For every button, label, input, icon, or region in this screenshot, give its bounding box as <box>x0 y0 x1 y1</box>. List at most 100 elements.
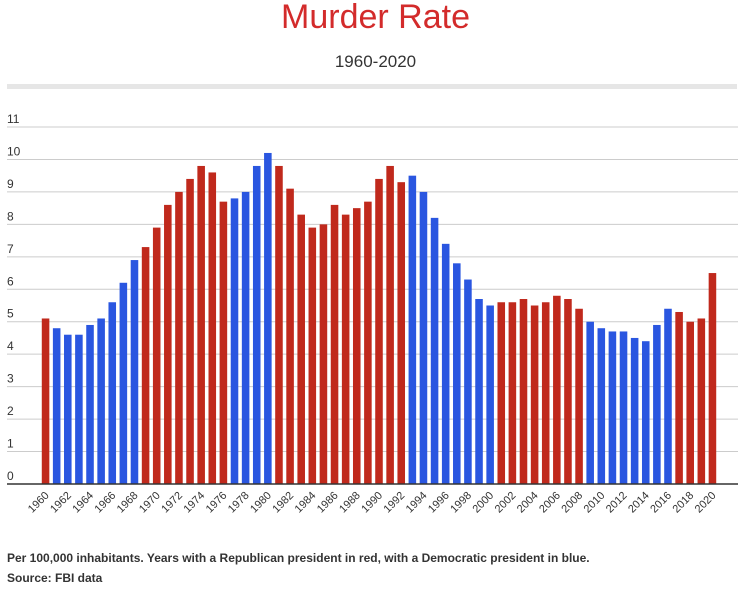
bar-1980 <box>264 152 272 484</box>
chart-source: Source: FBI data <box>7 571 103 585</box>
x-tick-label: 2006 <box>537 490 563 516</box>
bar-2003 <box>519 299 528 484</box>
x-tick-label: 1972 <box>159 490 185 516</box>
x-tick-label: 2016 <box>648 490 674 516</box>
x-tick-label: 2010 <box>582 490 608 516</box>
x-tick-label: 1980 <box>248 490 274 516</box>
x-tick-label: 2014 <box>626 490 652 516</box>
x-tick-label: 2012 <box>604 490 630 516</box>
y-tick-label: 11 <box>7 112 20 126</box>
chart-title: Murder Rate <box>281 0 470 36</box>
bar-1979 <box>252 165 261 484</box>
bar-1975 <box>208 172 217 484</box>
bar-1964 <box>86 324 94 484</box>
bar-2019 <box>697 318 706 484</box>
bar-2017 <box>675 311 683 484</box>
y-tick-label: 7 <box>7 242 14 256</box>
x-tick-label: 2018 <box>671 490 697 516</box>
y-tick-label: 3 <box>7 372 14 386</box>
x-tick-label: 1994 <box>404 490 430 516</box>
bar-1965 <box>97 318 105 484</box>
bar-1984 <box>308 227 317 485</box>
bar-1989 <box>364 201 372 484</box>
bar-1977 <box>230 198 239 484</box>
x-tick-label: 1974 <box>181 490 207 516</box>
chart-subtitle: 1960-2020 <box>334 52 417 71</box>
bar-1992 <box>397 182 406 485</box>
y-tick-label: 8 <box>7 209 14 223</box>
header-divider <box>7 84 737 89</box>
bars <box>41 152 717 485</box>
bar-1999 <box>475 299 483 484</box>
bar-2000 <box>486 305 494 484</box>
y-tick-label: 6 <box>7 274 14 288</box>
x-tick-label: 1998 <box>448 490 474 516</box>
bar-2011 <box>608 331 617 484</box>
bar-1986 <box>330 204 339 484</box>
bar-1987 <box>341 214 350 484</box>
bar-1973 <box>186 178 194 484</box>
bar-1981 <box>275 165 283 484</box>
bar-2004 <box>530 305 539 484</box>
bar-1960 <box>41 318 50 484</box>
bar-1996 <box>441 243 450 484</box>
bar-2001 <box>497 302 506 484</box>
bar-2009 <box>586 321 594 484</box>
bar-1968 <box>130 260 139 484</box>
bar-1994 <box>419 191 428 484</box>
x-tick-label: 1970 <box>137 490 163 516</box>
bar-2006 <box>553 295 561 484</box>
y-tick-label: 5 <box>7 307 14 321</box>
bar-2013 <box>630 337 639 484</box>
bar-1997 <box>453 263 461 484</box>
x-tick-label: 1976 <box>204 490 230 516</box>
bar-1963 <box>75 334 83 484</box>
x-tick-label: 2002 <box>493 490 519 516</box>
bar-1971 <box>164 204 172 484</box>
bar-1967 <box>119 282 128 484</box>
x-tick-label: 2008 <box>559 490 585 516</box>
x-tick-label: 1996 <box>426 490 452 516</box>
x-tick-label: 1984 <box>293 490 319 516</box>
y-tick-label: 1 <box>7 437 14 451</box>
bar-1961 <box>52 328 61 484</box>
bar-1988 <box>352 208 361 484</box>
bar-1976 <box>219 201 228 484</box>
x-tick-label: 1960 <box>26 490 52 516</box>
x-tick-label: 2004 <box>515 490 541 516</box>
bar-1995 <box>430 217 439 484</box>
x-tick-label: 2020 <box>693 490 719 516</box>
bar-1978 <box>241 191 250 484</box>
bar-2020 <box>708 273 717 484</box>
chart-footnote: Per 100,000 inhabitants. Years with a Re… <box>7 551 590 565</box>
bar-2014 <box>641 341 650 484</box>
y-tick-label: 9 <box>7 177 14 191</box>
bar-1991 <box>386 165 394 484</box>
y-axis-tick-labels: 0 1 2 3 4 5 6 7 8 9 10 11 <box>7 112 21 483</box>
bar-1998 <box>464 279 472 484</box>
x-tick-label: 1962 <box>48 490 74 516</box>
bar-2008 <box>575 308 583 484</box>
x-tick-label: 1968 <box>115 490 141 516</box>
bar-1993 <box>408 175 417 484</box>
x-tick-label: 2000 <box>470 490 496 516</box>
bar-2015 <box>653 324 661 484</box>
bar-2016 <box>664 308 672 484</box>
bar-1974 <box>197 165 205 484</box>
bar-1983 <box>297 214 305 484</box>
y-tick-label: 4 <box>7 339 14 353</box>
bar-2007 <box>564 299 572 484</box>
y-tick-label: 0 <box>7 469 14 483</box>
x-tick-label: 1964 <box>70 490 96 516</box>
x-tick-label: 1978 <box>226 490 252 516</box>
x-tick-label: 1990 <box>359 490 385 516</box>
bar-1966 <box>108 302 117 484</box>
y-tick-label: 10 <box>7 144 21 158</box>
x-tick-label: 1966 <box>93 490 119 516</box>
bar-2012 <box>619 331 628 484</box>
bar-2010 <box>597 328 606 484</box>
bar-2018 <box>686 321 694 484</box>
gridlines <box>7 126 738 453</box>
bar-2005 <box>541 302 550 484</box>
bar-1962 <box>64 334 72 484</box>
